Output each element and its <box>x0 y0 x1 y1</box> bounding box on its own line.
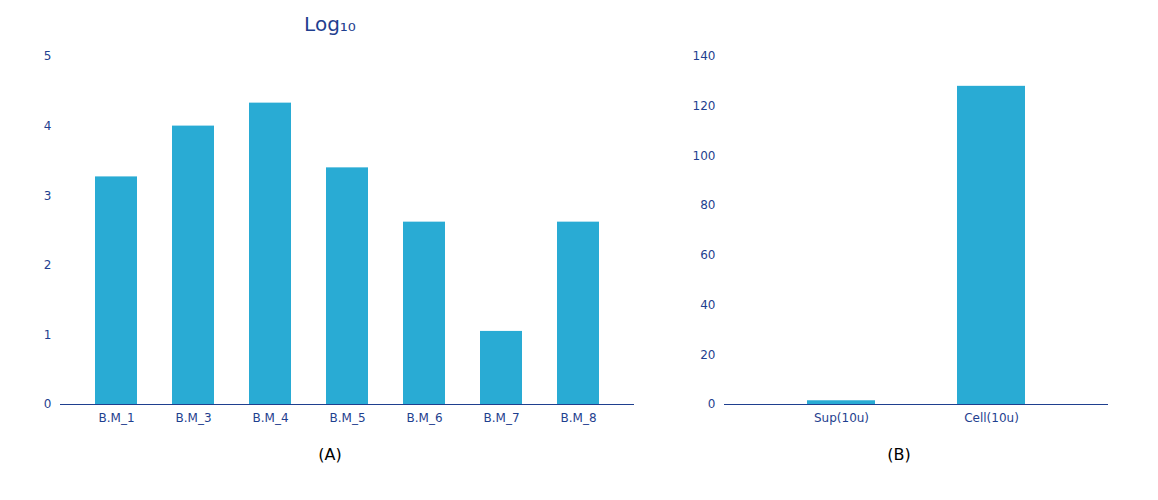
svg-text:0: 0 <box>44 397 52 411</box>
svg-text:B.M_3: B.M_3 <box>175 411 211 425</box>
svg-text:Cell(10u): Cell(10u) <box>964 411 1019 425</box>
svg-text:B.M_7: B.M_7 <box>483 411 519 425</box>
html-text:(A): (A) <box>318 445 342 464</box>
svg-text:0: 0 <box>708 397 716 411</box>
svg-text:B.M_4: B.M_4 <box>252 411 288 425</box>
svg-text:4: 4 <box>44 119 52 133</box>
svg-text:1: 1 <box>44 328 52 342</box>
svg-text:5: 5 <box>44 49 52 63</box>
svg-text:2: 2 <box>44 258 52 272</box>
svg-text:B.M_5: B.M_5 <box>329 411 365 425</box>
svg-text:80: 80 <box>700 198 715 212</box>
html-text:(B): (B) <box>887 445 911 464</box>
svg-text:60: 60 <box>700 248 715 262</box>
svg-text:B.M_6: B.M_6 <box>406 411 442 425</box>
svg-text:Sup(10u): Sup(10u) <box>814 411 869 425</box>
svg-text:B.M_8: B.M_8 <box>560 411 596 425</box>
html-text:Log₁₀: Log₁₀ <box>304 12 356 36</box>
svg-text:3: 3 <box>44 189 52 203</box>
svg-text:100: 100 <box>693 149 716 163</box>
svg-text:20: 20 <box>700 348 715 362</box>
svg-text:120: 120 <box>693 99 716 113</box>
svg-text:140: 140 <box>693 49 716 63</box>
svg-text:40: 40 <box>700 298 715 312</box>
svg-text:B.M_1: B.M_1 <box>98 411 134 425</box>
